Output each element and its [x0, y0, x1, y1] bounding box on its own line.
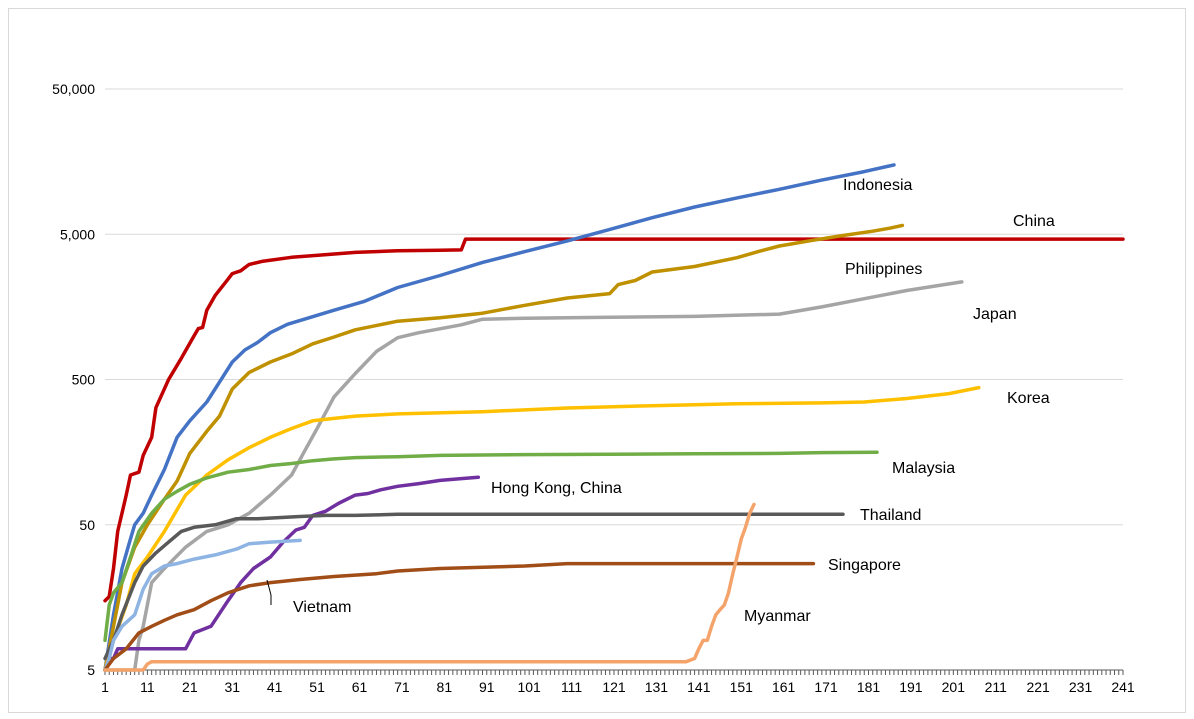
x-tick-label: 81 [437, 679, 453, 695]
x-tick-label: 211 [985, 679, 1008, 695]
x-tick-label: 121 [602, 679, 626, 695]
x-tick-label: 71 [394, 679, 410, 695]
vietnam-leader-line [266, 579, 272, 596]
label-vietnam: Vietnam [293, 599, 351, 616]
series-line-indonesia [103, 163, 896, 672]
x-tick-label: 61 [352, 679, 368, 695]
label-korea: Korea [1007, 390, 1050, 407]
series-line-korea [103, 385, 981, 672]
x-tick-label: 221 [1026, 679, 1050, 695]
y-tick-label: 5,000 [60, 226, 95, 242]
label-china: China [1013, 213, 1055, 230]
x-tick-label: 141 [687, 679, 711, 695]
y-tick-label: 500 [72, 372, 96, 388]
x-tick-label: 131 [645, 679, 669, 695]
label-philippines: Philippines [845, 261, 922, 278]
series-line-vietnam [103, 538, 302, 672]
series-line-singapore [103, 561, 816, 672]
x-tick-label: 191 [899, 679, 923, 695]
series-line-japan [103, 280, 964, 672]
series-line-thailand [103, 512, 845, 661]
series-line-hong-kong-china [103, 475, 481, 672]
gridlines [105, 88, 1123, 526]
label-malaysia: Malaysia [892, 460, 955, 477]
label-singapore: Singapore [828, 557, 901, 574]
series-line-myanmar [103, 502, 756, 672]
series-lines [103, 163, 1125, 672]
x-axis: 1 11 21 31 41 51 61 71 81 91 101 111 121 131 141 151 161… [101, 669, 1135, 695]
label-myanmar: Myanmar [744, 608, 811, 625]
x-tick-label: 241 [1111, 679, 1135, 695]
y-tick-label: 50 [79, 517, 95, 533]
x-tick-label: 151 [730, 679, 754, 695]
label-indonesia: Indonesia [843, 177, 912, 194]
series-line-china [103, 237, 1125, 603]
label-japan: Japan [973, 306, 1017, 323]
label-thailand: Thailand [860, 507, 921, 524]
series-line-philippines [103, 223, 905, 672]
x-tick-label: 181 [857, 679, 881, 695]
y-tick-label: 5 [87, 662, 95, 678]
x-tick-label: 1 [101, 679, 109, 695]
x-tick-label: 161 [772, 679, 796, 695]
x-tick-label: 101 [517, 679, 541, 695]
x-tick-label: 201 [942, 679, 966, 695]
x-tick-label: 91 [479, 679, 495, 695]
series-labels: Indonesia China Philippines Japan Korea … [266, 177, 1055, 625]
y-tick-label: 50,000 [52, 81, 95, 97]
x-tick-label: 171 [814, 679, 838, 695]
x-tick-label: 41 [267, 679, 283, 695]
x-tick-label: 11 [140, 679, 155, 695]
x-tick-label: 51 [309, 679, 325, 695]
chart-frame: 5 50 500 5,000 50,000 1 11 21 31 41 51 61 71 81 91 101… [8, 8, 1186, 713]
x-tick-label: 21 [182, 679, 198, 695]
y-axis-tick-labels: 5 50 500 5,000 50,000 [52, 81, 95, 678]
label-hongkong: Hong Kong, China [491, 480, 622, 497]
x-tick-label: 111 [561, 679, 582, 695]
x-tick-label: 31 [224, 679, 240, 695]
x-tick-label: 231 [1069, 679, 1093, 695]
series-line-malaysia [103, 450, 879, 643]
